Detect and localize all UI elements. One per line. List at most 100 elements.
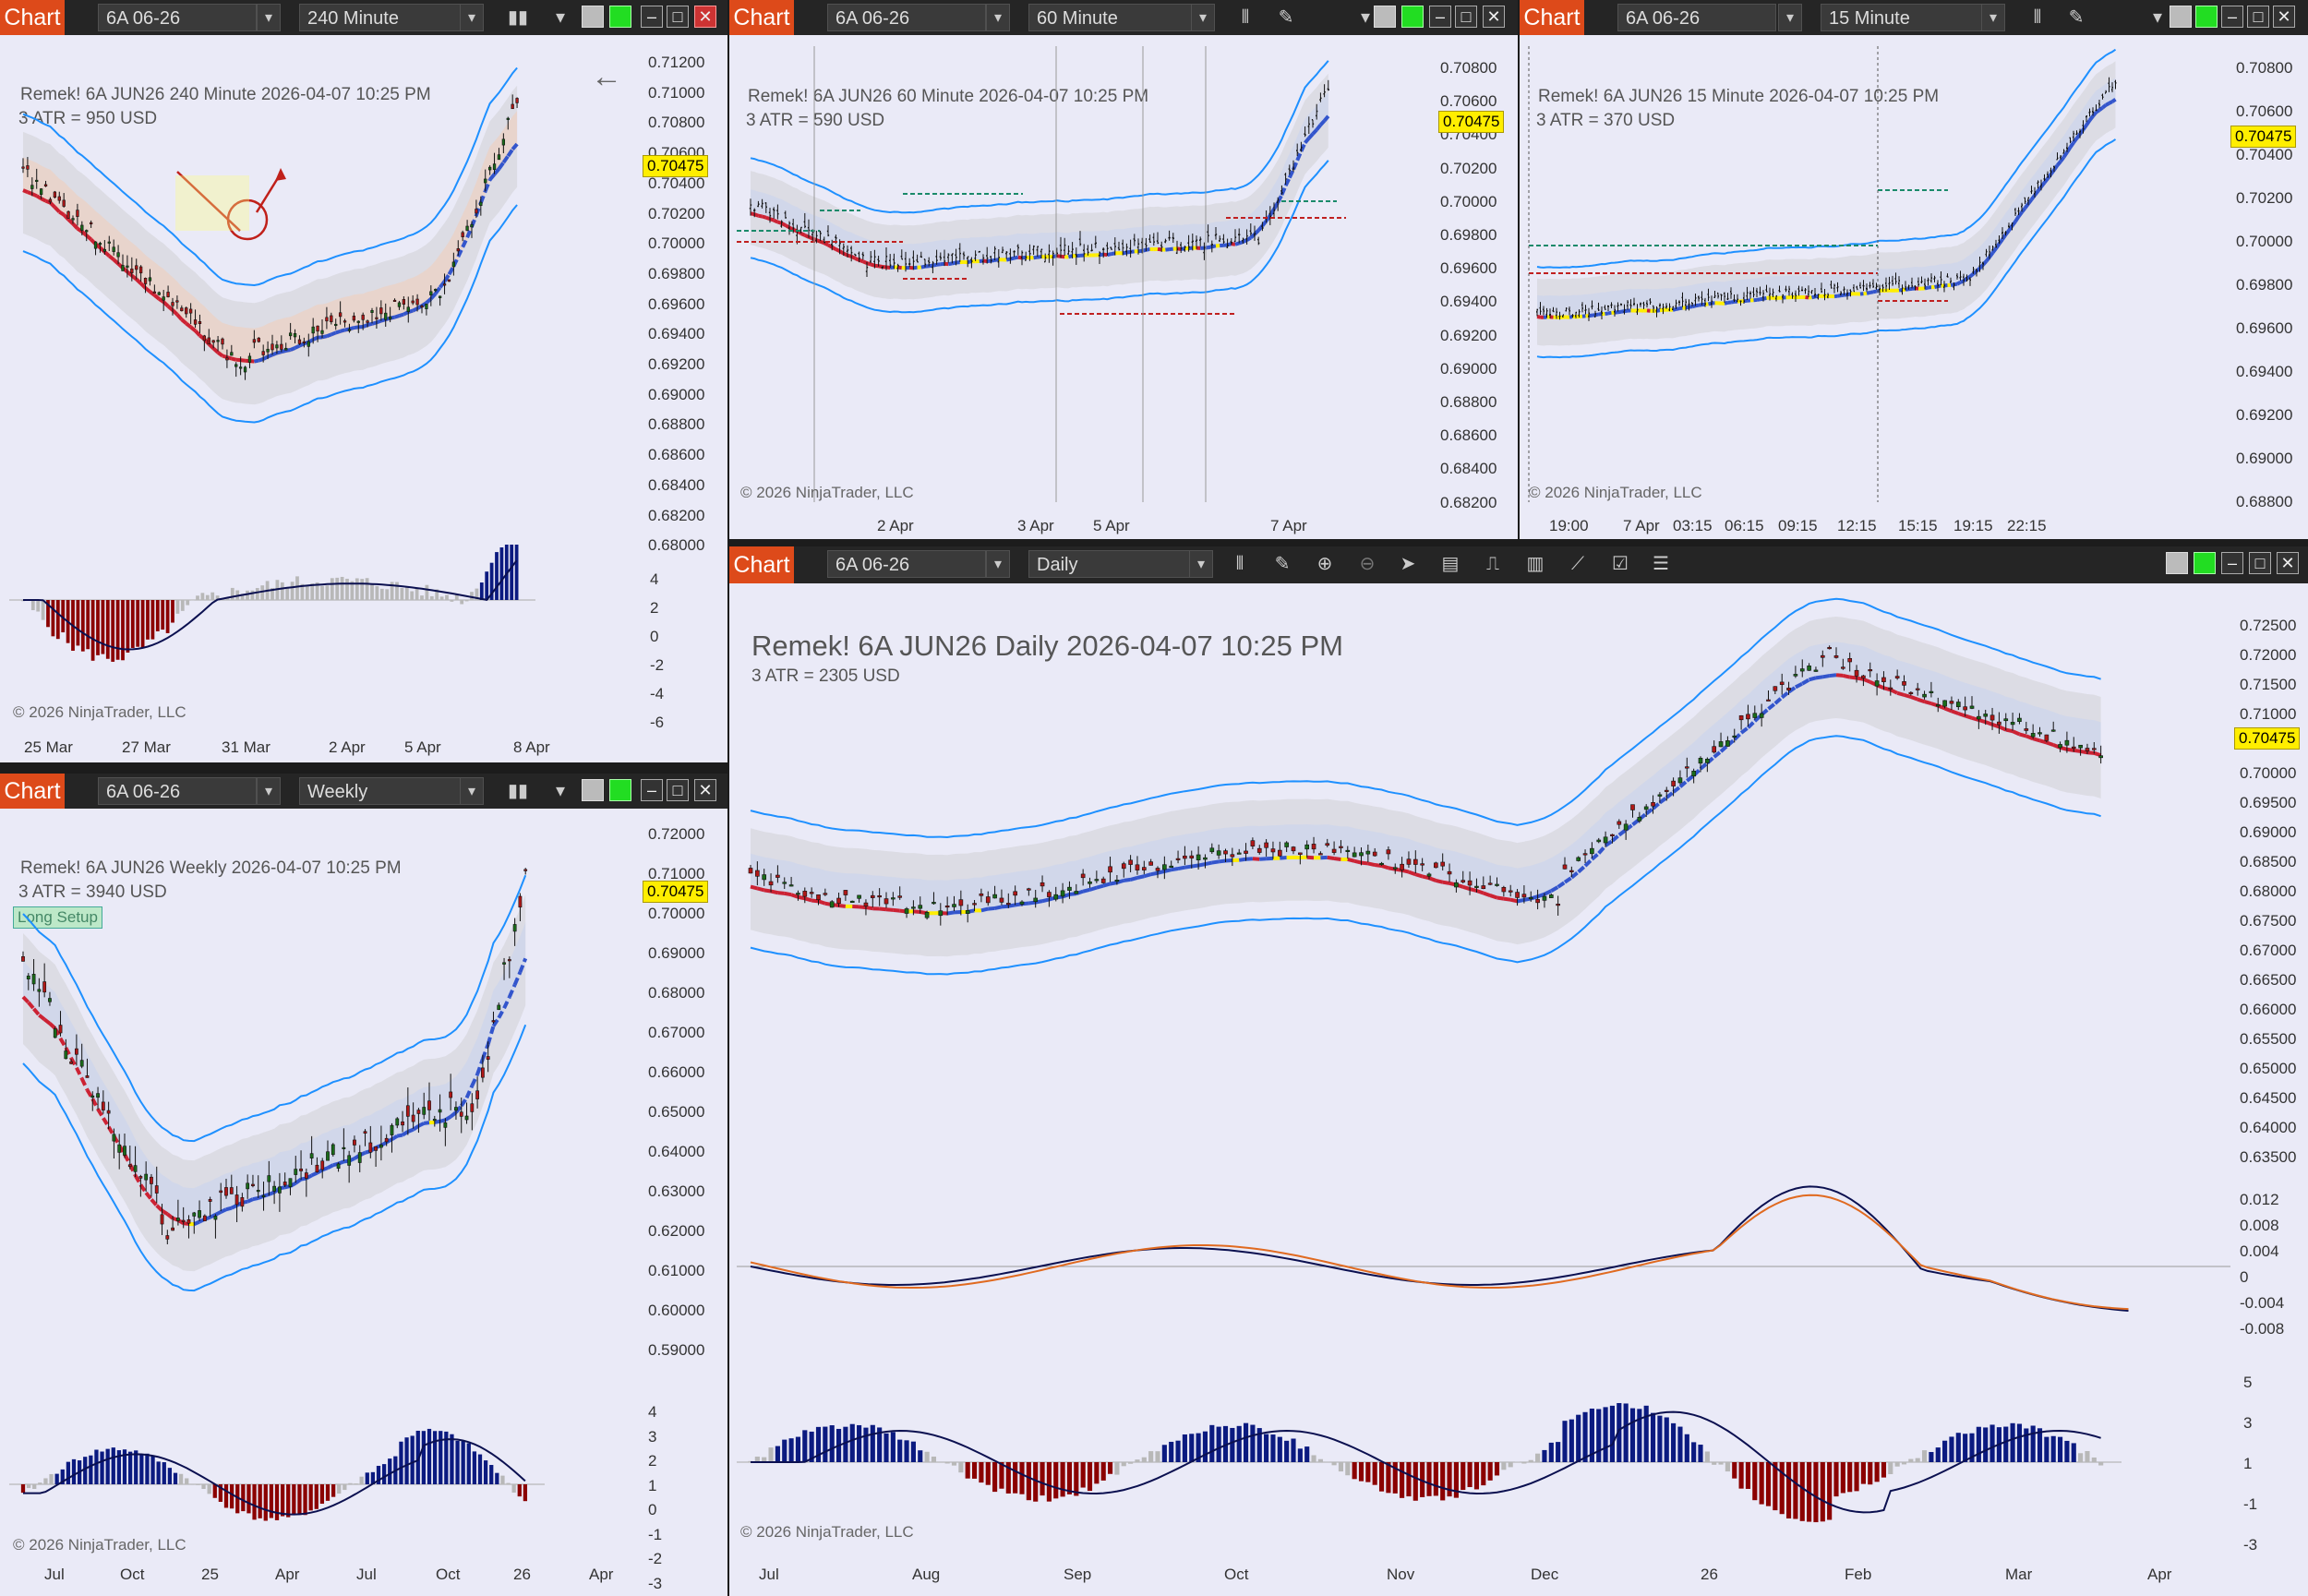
candle-body: [870, 894, 875, 898]
instrument-dropdown-icon[interactable]: ▾: [257, 4, 281, 31]
instrument-dropdown-icon[interactable]: ▾: [986, 550, 1010, 578]
zoom-in-icon[interactable]: ⊕: [1316, 554, 1333, 574]
instrument-selector[interactable]: 6A 06-26: [98, 777, 257, 805]
maximize-button[interactable]: □: [2247, 6, 2269, 28]
price-pane[interactable]: Remek! 6A JUN26 60 Minute 2026-04-07 10:…: [737, 46, 1438, 508]
period-selector[interactable]: Daily: [1028, 550, 1213, 578]
chevron-down-icon[interactable]: ▾: [2152, 7, 2163, 28]
candle-body: [1556, 904, 1560, 906]
trend-ema-segment: [1990, 246, 1998, 255]
candle-body: [1983, 714, 1989, 717]
trend-ema-segment: [231, 356, 237, 362]
trend-ema-segment: [454, 1104, 463, 1114]
minimize-button[interactable]: –: [2221, 6, 2243, 28]
instrument-selector[interactable]: 6A 06-26: [827, 550, 986, 578]
candle-body: [148, 277, 152, 282]
bar-style-icon[interactable]: ⫴: [1241, 7, 1250, 28]
close-button[interactable]: ✕: [694, 6, 716, 28]
chart-menu-button[interactable]: Chart: [729, 546, 794, 583]
candle-body: [1256, 847, 1262, 853]
period-selector[interactable]: Weekly: [299, 777, 484, 805]
axis-tick-label: 0.66000: [648, 1063, 705, 1081]
link-color-button[interactable]: [1374, 6, 1396, 28]
close-button[interactable]: ✕: [2277, 552, 2299, 574]
minimize-button[interactable]: –: [1429, 6, 1451, 28]
bar-style-icon[interactable]: ⫴: [1235, 554, 1244, 574]
link-group-button[interactable]: [609, 779, 631, 801]
candle-body: [392, 299, 397, 303]
histogram-bar: [829, 1425, 835, 1462]
trend-ema-segment: [1672, 785, 1682, 794]
drawing-tool-icon[interactable]: ✎: [2068, 7, 2085, 28]
link-group-button[interactable]: [2195, 6, 2218, 28]
period-dropdown-icon[interactable]: ▾: [460, 4, 484, 31]
candle-body: [293, 332, 297, 338]
price-pane[interactable]: Remek! 6A JUN26 15 Minute 2026-04-07 10:…: [1523, 46, 2229, 508]
close-button[interactable]: ✕: [1483, 6, 1505, 28]
trend-ema-segment: [1898, 287, 1903, 293]
histogram-bar: [255, 588, 259, 600]
price-pane[interactable]: Remek! 6A JUN26 Weekly 2026-04-07 10:25 …: [9, 820, 643, 1392]
minimize-button[interactable]: –: [641, 779, 663, 801]
trend-ema-segment: [49, 201, 56, 209]
instrument-dropdown-icon[interactable]: ▾: [1778, 4, 1802, 31]
maximize-button[interactable]: □: [667, 6, 689, 28]
chart-menu-button[interactable]: Chart: [1520, 0, 1584, 35]
chart-menu-button[interactable]: Chart: [0, 0, 65, 35]
period-dropdown-icon[interactable]: ▾: [460, 777, 484, 805]
upper-envelope-line: [1536, 48, 2117, 269]
strategies-icon[interactable]: ⟋: [1571, 554, 1584, 574]
candle-body: [76, 210, 79, 217]
price-pane[interactable]: Remek! 6A JUN26 240 Minute 2026-04-07 10…: [9, 46, 643, 541]
period-dropdown-icon[interactable]: ▾: [1189, 550, 1213, 578]
indicators-icon[interactable]: ▥: [1526, 554, 1545, 574]
link-color-button[interactable]: [2170, 6, 2192, 28]
close-button[interactable]: ✕: [2273, 6, 2295, 28]
minimize-button[interactable]: –: [2221, 552, 2243, 574]
candle-body: [938, 910, 944, 917]
link-color-button[interactable]: [2166, 552, 2188, 574]
period-dropdown-icon[interactable]: ▾: [1981, 4, 2005, 31]
close-button[interactable]: ✕: [694, 779, 716, 801]
chart-menu-button[interactable]: Chart: [729, 0, 794, 35]
period-selector[interactable]: 15 Minute: [1821, 4, 2005, 31]
pointer-icon[interactable]: ➤: [1400, 554, 1416, 574]
link-group-button[interactable]: [609, 6, 631, 28]
link-color-button[interactable]: [582, 779, 604, 801]
link-group-button[interactable]: [1401, 6, 1424, 28]
maximize-button[interactable]: □: [1455, 6, 1477, 28]
instrument-selector[interactable]: 6A 06-26: [827, 4, 986, 31]
zoom-out-icon[interactable]: ⊖: [1359, 554, 1376, 574]
chart-trader-icon[interactable]: ⎍: [1486, 554, 1499, 574]
maximize-button[interactable]: □: [667, 779, 689, 801]
minimize-button[interactable]: –: [641, 6, 663, 28]
chevron-down-icon[interactable]: ▾: [1360, 7, 1371, 28]
drawing-tool-icon[interactable]: ✎: [1278, 7, 1294, 28]
bar-style-icon[interactable]: ▮▮: [507, 781, 528, 801]
object-list-icon[interactable]: ☰: [1653, 554, 1669, 574]
period-dropdown-icon[interactable]: ▾: [1191, 4, 1215, 31]
back-arrow-icon[interactable]: ←: [591, 59, 622, 94]
chevron-down-icon[interactable]: ▾: [555, 7, 566, 28]
price-pane[interactable]: Remek! 6A JUN26 Daily 2026-04-07 10:25 P…: [737, 594, 2230, 1159]
instrument-dropdown-icon[interactable]: ▾: [257, 777, 281, 805]
instrument-dropdown-icon[interactable]: ▾: [986, 4, 1010, 31]
bar-style-icon[interactable]: ▮▮: [507, 7, 528, 28]
drawing-tool-icon[interactable]: ✎: [1274, 554, 1291, 574]
trend-ema-segment: [337, 1159, 345, 1166]
bar-style-icon[interactable]: ⫴: [2033, 7, 2042, 28]
period-selector[interactable]: 60 Minute: [1028, 4, 1213, 31]
trend-ema-segment: [1318, 119, 1327, 126]
link-color-button[interactable]: [582, 6, 604, 28]
instrument-selector[interactable]: 6A 06-26: [98, 4, 257, 31]
data-box-icon[interactable]: ▤: [1441, 554, 1460, 574]
properties-icon[interactable]: ☑: [1612, 554, 1629, 574]
trend-ema-segment: [1283, 176, 1292, 187]
candle-body: [1963, 706, 1967, 711]
maximize-button[interactable]: □: [2249, 552, 2271, 574]
chevron-down-icon[interactable]: ▾: [555, 781, 566, 801]
chart-menu-button[interactable]: Chart: [0, 774, 65, 809]
instrument-selector[interactable]: 6A 06-26: [1617, 4, 1776, 31]
link-group-button[interactable]: [2194, 552, 2216, 574]
period-selector[interactable]: 240 Minute: [299, 4, 484, 31]
